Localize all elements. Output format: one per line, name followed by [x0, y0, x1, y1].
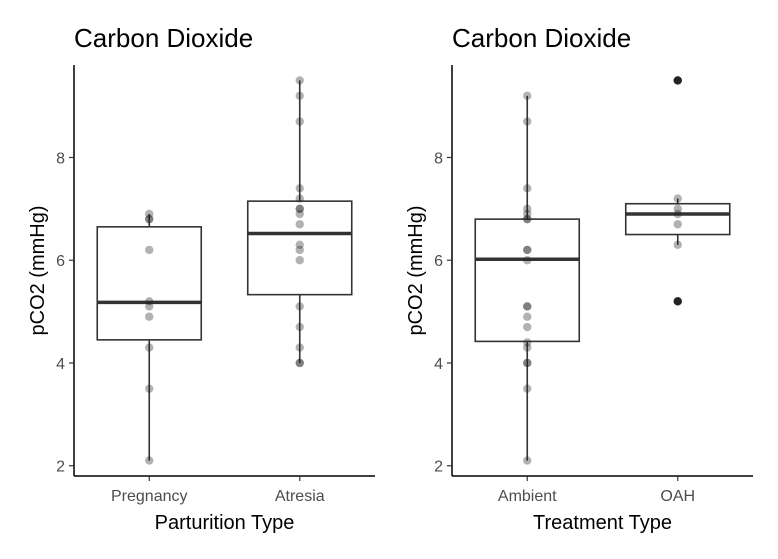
data-point [295, 91, 304, 101]
data-point [295, 209, 304, 219]
data-point [295, 220, 304, 229]
box-body [246, 200, 353, 296]
outlier-point [673, 297, 682, 306]
data-point [523, 456, 532, 465]
data-point [295, 343, 304, 352]
data-point [145, 312, 154, 321]
data-point [295, 322, 304, 332]
data-point [523, 245, 532, 255]
x-tick-label: Pregnancy [111, 488, 188, 505]
data-point [295, 194, 304, 203]
outlier-point [673, 76, 682, 85]
data-point [673, 76, 682, 85]
x-tick-label: OAH [660, 488, 695, 505]
y-tick-label: 4 [434, 356, 443, 373]
data-point [523, 184, 532, 193]
data-point [145, 384, 154, 393]
data-point [523, 91, 532, 101]
box-body [474, 218, 581, 343]
data-point [523, 256, 532, 265]
data-point [145, 214, 154, 224]
y-axis-label: pCO2 (mmHg) [27, 205, 49, 335]
data-point [295, 358, 304, 368]
data-point [145, 245, 154, 255]
data-point [673, 209, 682, 219]
x-tick-label: Atresia [275, 488, 325, 505]
data-point [523, 358, 532, 368]
y-tick-label: 4 [56, 356, 65, 373]
data-point [523, 302, 532, 311]
data-point [145, 209, 154, 219]
chart-title: Carbon Dioxide [452, 23, 631, 53]
y-tick-label: 2 [56, 459, 65, 476]
y-axis-label: pCO2 (mmHg) [405, 205, 427, 335]
data-point [673, 204, 682, 214]
data-point [145, 214, 154, 224]
chart-panel-2: Carbon Dioxide 2 4 6 8 Ambient OAH Treatment Ty… [405, 23, 753, 534]
box-atresia [246, 76, 353, 368]
data-point [523, 204, 532, 214]
data-point [673, 194, 682, 203]
data-point [523, 358, 532, 368]
x-axis-label: Treatment Type [533, 512, 672, 534]
box-pregnancy [96, 209, 203, 465]
data-point [295, 245, 304, 255]
box-body [96, 226, 203, 341]
data-point [145, 297, 154, 306]
data-point [523, 214, 532, 224]
box-body [624, 202, 731, 236]
data-point [295, 117, 304, 126]
y-tick-label: 6 [56, 253, 65, 270]
y-tick-label: 6 [434, 253, 443, 270]
data-point [523, 338, 532, 347]
data-point [523, 384, 532, 393]
data-point [523, 117, 532, 126]
data-point [295, 184, 304, 193]
y-tick-label: 8 [56, 150, 65, 167]
data-point [295, 302, 304, 311]
data-point [295, 358, 304, 368]
chart-title: Carbon Dioxide [74, 23, 253, 53]
data-point [295, 204, 304, 214]
data-point [145, 302, 154, 311]
data-point [523, 343, 532, 352]
data-point [523, 312, 532, 321]
data-point [523, 322, 532, 332]
data-point [673, 297, 682, 306]
data-point [145, 456, 154, 465]
box-ambient [474, 91, 581, 465]
data-point [145, 343, 154, 352]
data-point [673, 220, 682, 229]
x-tick-label: Ambient [498, 488, 557, 505]
box-oah [624, 76, 731, 306]
chart-panel-1: Carbon Dioxide 2 4 6 8 Pregnancy Atresia Partur… [27, 23, 375, 534]
data-point [295, 256, 304, 265]
data-point [523, 245, 532, 255]
y-tick-label: 8 [434, 150, 443, 167]
data-point [523, 214, 532, 224]
data-point [673, 240, 682, 250]
data-point [523, 209, 532, 219]
data-point [295, 240, 304, 250]
data-point [295, 76, 304, 85]
data-point [523, 302, 532, 311]
y-tick-label: 2 [434, 459, 443, 476]
x-axis-label: Parturition Type [155, 512, 295, 534]
data-point [295, 204, 304, 214]
